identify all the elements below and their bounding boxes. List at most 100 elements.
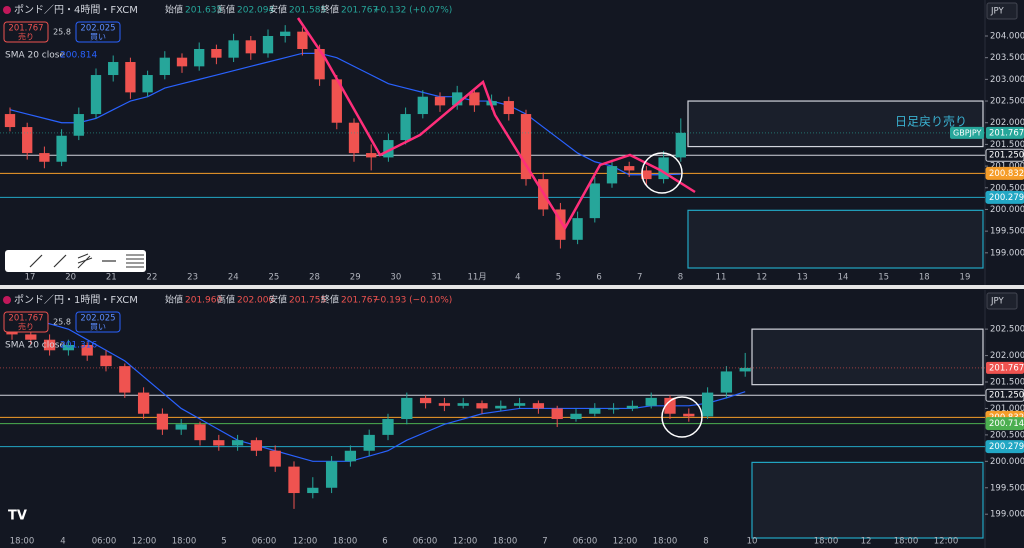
stat-label: 安値 xyxy=(269,4,287,16)
x-tick-label: 11 xyxy=(716,273,727,283)
candle-body xyxy=(280,31,291,36)
candle-body xyxy=(245,40,256,54)
x-tick-label: 06:00 xyxy=(413,537,438,547)
candle-body xyxy=(269,450,281,467)
panel-divider xyxy=(0,285,1024,289)
candle-body xyxy=(194,424,206,441)
symbol-icon xyxy=(3,6,11,14)
y-tick-label: 199.000 xyxy=(990,248,1024,258)
x-tick-label: 18:00 xyxy=(493,537,518,547)
x-tick-label: 25 xyxy=(268,273,279,283)
stat-value: 201.585 xyxy=(289,6,326,16)
candle-body xyxy=(551,408,563,420)
x-tick-label: 15 xyxy=(878,273,889,283)
logo: TV xyxy=(8,509,27,524)
level-label: 200.279 xyxy=(989,442,1024,452)
x-tick-label: 18:00 xyxy=(894,537,919,547)
buy-button[interactable] xyxy=(75,311,121,333)
last-price-tag xyxy=(986,126,1024,139)
candle-body xyxy=(194,49,205,67)
stat-value: 201.960 xyxy=(185,296,222,306)
candle-body xyxy=(176,57,188,67)
symbol-label: GBPJPY xyxy=(953,128,982,137)
candle-body xyxy=(325,461,338,488)
stat-label: 高値 xyxy=(217,294,235,306)
indicator-name: SMA 20 close xyxy=(5,51,65,61)
x-tick-label: 31 xyxy=(431,273,442,283)
candle-body xyxy=(250,440,263,451)
x-tick-label: 6 xyxy=(596,273,601,283)
y-tick-label: 200.500 xyxy=(990,183,1024,193)
buy-price: 202.025 xyxy=(80,24,115,34)
zone xyxy=(751,328,984,386)
x-tick-label: 21 xyxy=(106,273,117,283)
sell-button[interactable] xyxy=(3,21,49,43)
drawing-toolbar[interactable] xyxy=(5,250,146,272)
candle-body xyxy=(119,366,131,393)
candle-body xyxy=(73,114,84,136)
x-tick-label: 18:00 xyxy=(10,537,35,547)
sell-button[interactable] xyxy=(3,311,49,333)
candle-body xyxy=(125,62,136,93)
change-value: −0.193 (−0.10%) xyxy=(373,296,452,306)
x-tick-label: 30 xyxy=(390,273,401,283)
candle-body xyxy=(520,114,532,180)
candle-body xyxy=(366,153,377,158)
x-tick-label: 24 xyxy=(228,273,239,283)
x-tick-label: 12:00 xyxy=(132,537,157,547)
x-tick-label: 22 xyxy=(147,273,158,283)
candle-body xyxy=(90,75,102,115)
candle-body xyxy=(4,114,16,128)
buy-price: 202.025 xyxy=(80,314,115,324)
candle-body xyxy=(589,408,601,414)
chart-title: ポンド／円・4時間・FXCM xyxy=(14,4,138,16)
y-tick-label: 199.500 xyxy=(990,227,1024,237)
candle-body xyxy=(606,166,618,184)
candle-body xyxy=(25,334,37,340)
y-tick-label: 199.500 xyxy=(990,483,1024,493)
y-tick-label: 201.000 xyxy=(990,404,1024,414)
buy-button[interactable] xyxy=(75,21,121,43)
x-tick-label: 10 xyxy=(747,537,758,547)
stat-value: 201.635 xyxy=(185,6,222,16)
candle-body xyxy=(62,344,75,351)
x-tick-label: 13 xyxy=(797,273,808,283)
candle-body xyxy=(645,397,657,406)
candle-body xyxy=(344,450,357,462)
candle-body xyxy=(231,440,244,446)
candle-body xyxy=(438,403,451,406)
sell-price: 201.767 xyxy=(8,314,43,324)
x-tick-label: 18:00 xyxy=(653,537,678,547)
last-price-tag xyxy=(986,361,1024,374)
level-tag xyxy=(985,190,1024,204)
currency-button[interactable] xyxy=(986,292,1018,310)
symbol-tag xyxy=(950,126,984,139)
circle-drawing xyxy=(641,152,683,194)
candle-body xyxy=(363,434,375,451)
currency-button[interactable] xyxy=(986,2,1018,20)
x-tick-label: 7 xyxy=(542,537,547,547)
sell-price: 201.767 xyxy=(8,24,43,34)
candle-body xyxy=(108,62,119,76)
trend-drawing xyxy=(296,17,696,231)
candle-body xyxy=(417,96,428,115)
spread: 25.8 xyxy=(53,28,71,37)
candle-body xyxy=(675,132,686,158)
currency-label: JPY xyxy=(990,297,1004,307)
candle-body xyxy=(213,440,225,446)
candle-body xyxy=(503,101,514,115)
x-tick-label: 6 xyxy=(382,537,387,547)
candle-body xyxy=(297,31,308,50)
x-tick-label: 7 xyxy=(637,273,642,283)
candle-body xyxy=(159,57,170,76)
x-tick-label: 23 xyxy=(187,273,198,283)
y-tick-label: 200.500 xyxy=(990,430,1024,440)
zone xyxy=(751,461,984,539)
candle-body xyxy=(658,157,669,180)
x-tick-label: 12:00 xyxy=(453,537,478,547)
y-tick-label: 201.500 xyxy=(990,378,1024,388)
sma-line xyxy=(12,317,746,462)
stat-label: 終値 xyxy=(321,4,339,16)
annotation: 日足戻り売り xyxy=(895,114,967,129)
